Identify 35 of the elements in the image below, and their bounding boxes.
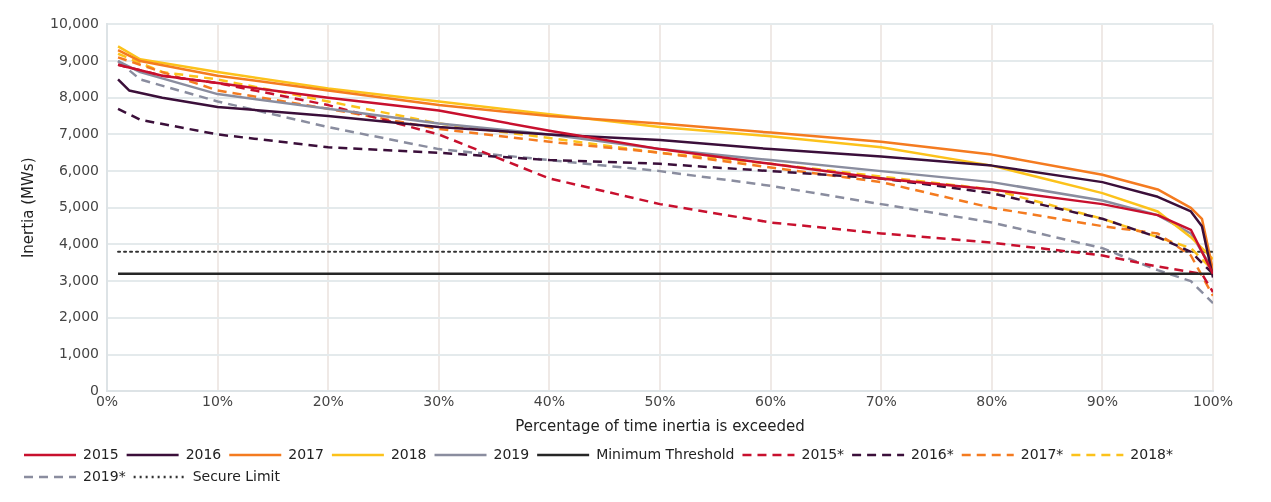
y-tick-label: 3,000 xyxy=(58,271,99,288)
legend-label: 2018 xyxy=(390,445,427,462)
y-tick-label: 10,000 xyxy=(49,15,99,32)
x-tick-label: 90% xyxy=(1086,393,1118,410)
y-tick-label: 6,000 xyxy=(58,161,99,178)
x-tick-label: 50% xyxy=(644,393,676,410)
legend-label: 2018* xyxy=(1130,445,1173,462)
y-axis-title: Inertia (MWs) xyxy=(18,157,37,259)
x-tick-label: 80% xyxy=(976,393,1008,410)
legend-label: 2015* xyxy=(801,445,845,462)
x-tick-label: 20% xyxy=(312,393,344,410)
legend-label: 2017 xyxy=(288,445,324,462)
x-tick-label: 40% xyxy=(533,393,565,410)
x-tick-label: 10% xyxy=(202,393,234,410)
y-tick-label: 1,000 xyxy=(58,345,99,362)
y-tick-label: 4,000 xyxy=(58,235,99,252)
y-tick-label: 2,000 xyxy=(58,308,99,325)
y-tick-label: 7,000 xyxy=(58,125,99,142)
legend-label: 2019* xyxy=(83,467,126,484)
y-tick-label: 5,000 xyxy=(58,198,99,215)
x-tick-label: 60% xyxy=(755,393,787,410)
legend-label: 2017* xyxy=(1020,445,1064,462)
line-series xyxy=(116,107,1213,276)
legend-label: 2015 xyxy=(83,445,119,462)
legend-label: 2019 xyxy=(493,445,530,462)
x-tick-label: 100% xyxy=(1192,393,1234,410)
legend-label: Minimum Threshold xyxy=(596,445,735,462)
legend-label: Secure Limit xyxy=(192,467,281,484)
y-tick-label: 8,000 xyxy=(58,88,99,105)
legend-label: 2016 xyxy=(185,445,222,462)
x-tick-label: 30% xyxy=(423,393,455,410)
x-tick-label: 70% xyxy=(865,393,897,410)
legend-label: 2016* xyxy=(911,445,954,462)
x-axis-title: Percentage of time inertia is exceeded xyxy=(515,416,805,435)
y-tick-label: 9,000 xyxy=(58,51,99,68)
